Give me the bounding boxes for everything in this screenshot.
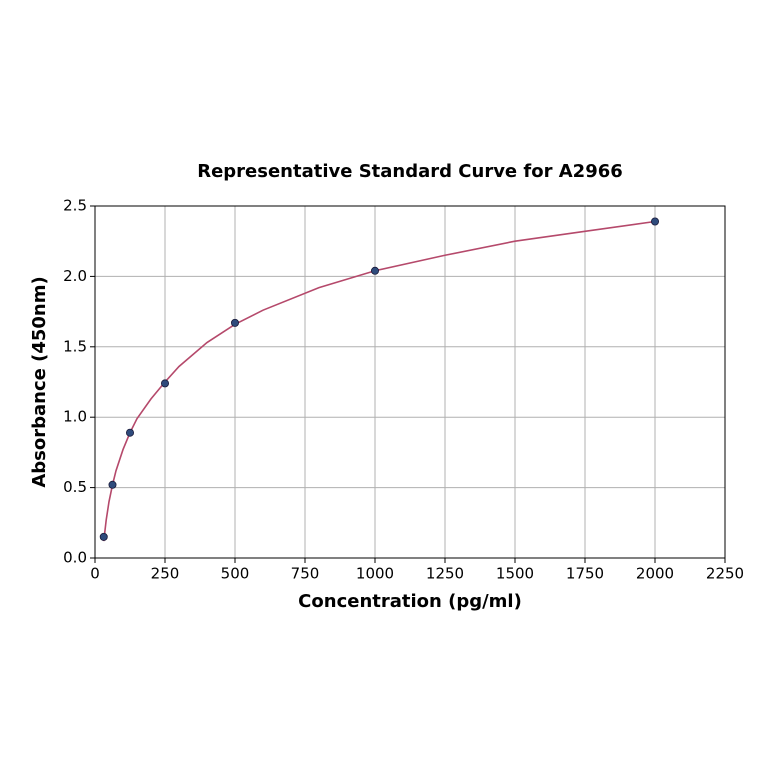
x-tick-label: 750 (291, 565, 320, 583)
x-tick-label: 250 (151, 565, 180, 583)
data-point (651, 217, 660, 226)
y-tick-label: 0.0 (63, 549, 87, 567)
y-tick-label: 2.5 (63, 197, 87, 215)
x-tick-label: 1250 (426, 565, 464, 583)
plot-frame (94, 205, 726, 559)
data-point (108, 480, 117, 489)
data-point (370, 266, 379, 275)
x-tick-label: 500 (221, 565, 250, 583)
y-tick-label: 2.0 (63, 267, 87, 285)
x-axis-label: Concentration (pg/ml) (298, 591, 522, 612)
x-tick-label: 0 (90, 565, 100, 583)
y-tick-label: 1.5 (63, 337, 87, 355)
data-point (99, 532, 108, 541)
x-tick-label: 1500 (496, 565, 534, 583)
x-tick-label: 1750 (566, 565, 604, 583)
data-point (126, 428, 135, 437)
chart-title: Representative Standard Curve for A2966 (197, 161, 623, 182)
data-point (160, 379, 169, 388)
data-point (230, 318, 239, 327)
x-tick-label: 2000 (636, 565, 674, 583)
y-axis-label: Absorbance (450nm) (29, 276, 50, 487)
y-tick-label: 1.0 (63, 408, 87, 426)
x-tick-label: 2250 (706, 565, 744, 583)
y-tick-label: 0.5 (63, 478, 87, 496)
x-tick-label: 1000 (356, 565, 394, 583)
